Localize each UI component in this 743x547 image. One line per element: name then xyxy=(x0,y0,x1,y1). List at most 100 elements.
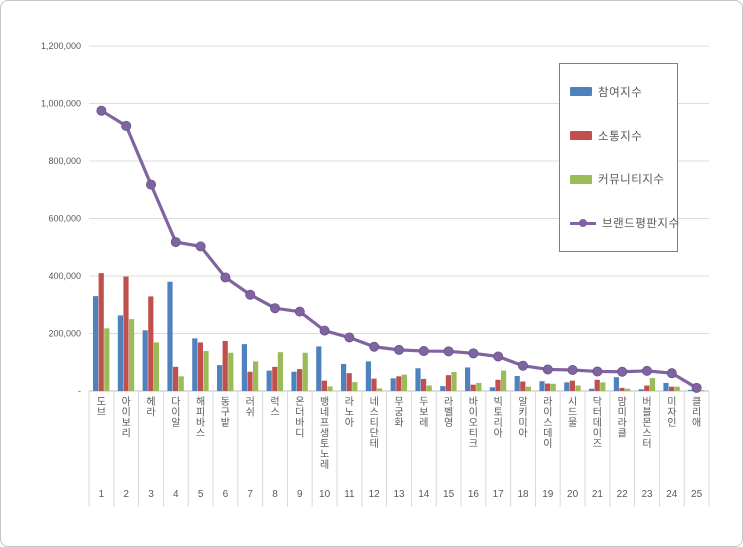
bar-커뮤니티지수-17 xyxy=(501,370,507,391)
bar-소통지수-13 xyxy=(396,376,402,391)
rank-label: 17 xyxy=(493,489,505,500)
line-marker-5 xyxy=(195,241,206,252)
bar-커뮤니티지수-14 xyxy=(426,385,432,391)
bar-소통지수-17 xyxy=(495,379,501,391)
community-swatch-icon xyxy=(570,174,592,184)
bar-소통지수-14 xyxy=(421,378,427,391)
rank-label: 9 xyxy=(297,489,303,500)
bar-참여지수-16 xyxy=(465,367,471,391)
bar-커뮤니티지수-12 xyxy=(377,388,383,391)
bar-소통지수-20 xyxy=(569,380,575,391)
bar-참여지수-22 xyxy=(613,377,619,391)
bar-소통지수-6 xyxy=(222,340,228,391)
line-marker-3 xyxy=(145,179,156,190)
line-marker-12 xyxy=(369,341,380,352)
legend-item-participation: 참여지수 xyxy=(570,84,673,100)
bar-소통지수-7 xyxy=(247,371,253,391)
bar-커뮤니티지수-16 xyxy=(476,382,482,391)
bar-소통지수-1 xyxy=(98,273,104,391)
bar-커뮤니티지수-8 xyxy=(277,352,283,391)
bar-참여지수-3 xyxy=(142,330,148,391)
line-marker-6 xyxy=(220,272,231,283)
bar-커뮤니티지수-18 xyxy=(525,386,531,391)
bar-커뮤니티지수-5 xyxy=(203,351,209,391)
line-marker-1 xyxy=(96,105,107,116)
rank-label: 24 xyxy=(666,489,678,500)
bar-소통지수-19 xyxy=(545,383,551,391)
bar-커뮤니티지수-10 xyxy=(327,386,333,391)
legend-item-brand-reputation: 브랜드평판지수 xyxy=(570,215,679,231)
bar-커뮤니티지수-4 xyxy=(178,376,184,391)
bar-참여지수-7 xyxy=(241,344,247,391)
bar-참여지수-13 xyxy=(390,378,396,391)
bar-커뮤니티지수-25 xyxy=(699,390,705,391)
rank-label: 20 xyxy=(567,489,579,500)
bar-참여지수-12 xyxy=(365,361,371,391)
legend-item-label: 커뮤니티지수 xyxy=(598,174,665,187)
rank-label: 19 xyxy=(542,489,554,500)
bar-커뮤니티지수-7 xyxy=(253,361,259,391)
line-marker-21 xyxy=(592,366,603,377)
bar-커뮤니티지수-11 xyxy=(352,382,358,391)
bar-참여지수-11 xyxy=(341,363,347,391)
line-marker-9 xyxy=(294,306,305,317)
bar-커뮤니티지수-22 xyxy=(625,388,631,391)
bar-참여지수-18 xyxy=(514,376,520,391)
line-marker-2 xyxy=(121,120,132,131)
legend: 참여지수 소통지수 커뮤니티지수 브랜드평판지수 xyxy=(559,63,679,252)
rank-label: 25 xyxy=(691,489,703,500)
line-marker-22 xyxy=(617,366,628,377)
line-marker-10 xyxy=(319,325,330,336)
line-marker-11 xyxy=(344,332,355,343)
line-marker-14 xyxy=(418,346,429,357)
bar-참여지수-25 xyxy=(688,389,694,391)
bar-소통지수-4 xyxy=(173,366,179,391)
bar-커뮤니티지수-13 xyxy=(401,374,407,391)
y-axis-tick-label: 200,000 xyxy=(48,329,81,339)
rank-label: 16 xyxy=(468,489,480,500)
y-axis-tick-label: - xyxy=(78,386,81,396)
line-marker-24 xyxy=(666,368,677,379)
line-marker-15 xyxy=(443,346,454,357)
bar-참여지수-20 xyxy=(564,382,570,391)
legend-item-community: 커뮤니티지수 xyxy=(570,171,673,187)
bar-소통지수-22 xyxy=(619,387,625,391)
bar-참여지수-23 xyxy=(638,389,644,391)
bar-커뮤니티지수-9 xyxy=(302,352,308,391)
legend-item-label: 브랜드평판지수 xyxy=(602,218,680,231)
line-marker-18 xyxy=(518,360,529,371)
bar-참여지수-4 xyxy=(167,281,173,391)
rank-label: 4 xyxy=(173,489,179,500)
rank-label: 12 xyxy=(369,489,381,500)
legend-item-label: 소통지수 xyxy=(598,130,643,143)
rank-label: 21 xyxy=(592,489,604,500)
bar-참여지수-9 xyxy=(291,371,297,391)
rank-label: 3 xyxy=(148,489,154,500)
rank-label: 15 xyxy=(443,489,455,500)
rank-label: 10 xyxy=(319,489,331,500)
bar-참여지수-8 xyxy=(266,370,272,391)
bar-소통지수-15 xyxy=(445,375,451,391)
legend-item-communication: 소통지수 xyxy=(570,128,673,144)
line-marker-23 xyxy=(642,365,653,376)
bar-커뮤니티지수-21 xyxy=(600,382,606,391)
bar-참여지수-2 xyxy=(117,315,123,391)
bar-소통지수-8 xyxy=(272,366,278,391)
bar-소통지수-21 xyxy=(594,379,600,391)
bar-참여지수-15 xyxy=(440,386,446,391)
bar-소통지수-23 xyxy=(644,385,650,391)
